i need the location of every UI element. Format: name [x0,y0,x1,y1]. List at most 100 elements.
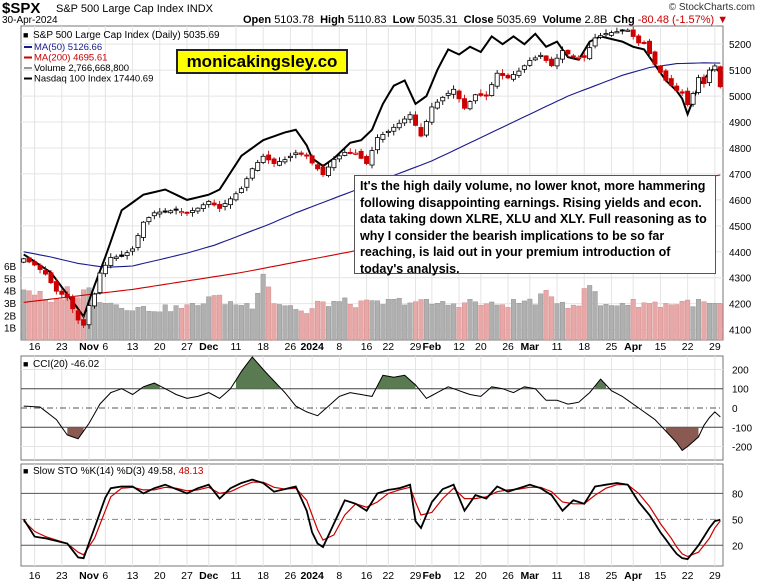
exchange-code: INDX [186,3,213,15]
stochastic-date-label: 29 [709,570,721,582]
price-legend-title: S&P 500 Large Cap Index (Daily) 5035.69 [33,30,220,41]
candle-body [603,33,609,36]
candle-body [26,257,32,263]
volume-bar [336,301,342,341]
price-axis-label: 4900 [729,118,752,129]
stochastic-date-label: Apr [624,570,642,582]
candle-body [598,35,604,38]
volume-bar [456,307,462,341]
price-date-label: 20 [154,341,166,353]
stochastic-date-label: 26 [502,570,514,582]
stochastic-date-label: 16 [361,570,373,582]
change-down-arrow-icon: ▼ [717,14,729,26]
candle-body [527,60,533,66]
candle-body [581,55,587,58]
volume-bar [511,299,516,341]
price-date-label: 26 [502,341,514,353]
candle-body [298,152,304,155]
volume-bar [331,301,337,341]
stochastic-date-label: 23 [56,570,68,582]
stochastic-date-label: 29 [410,570,422,582]
candle-body [130,248,136,252]
volume-axis-label: 2B [4,311,17,322]
candle-body [32,261,38,266]
volume-bar [663,303,669,341]
volume-bar [527,298,533,341]
candle-body [407,114,413,120]
candle-body [418,127,424,137]
cci-axis-label: -100 [732,423,752,434]
candle-body [81,319,87,326]
volume-bar [603,304,609,341]
candle-body [489,84,495,96]
cci-panel: 200 100 0 -100 -200 ■ CCI(20) -46.02 [20,355,752,461]
low-label: Low [392,14,415,26]
ticker-symbol[interactable]: $SPX [2,0,41,17]
price-date-label: 29 [709,341,721,353]
candle-body [189,210,195,213]
stochastic-date-label: 20 [154,570,166,582]
volume-bar [130,310,136,341]
candle-body [472,94,478,102]
candle-body [353,152,359,155]
volume-bar [59,299,65,341]
stochastic-date-label: 11 [552,570,563,582]
candle-body [701,76,707,85]
candle-body [663,70,669,81]
candle-body [320,166,326,176]
price-date-label: 23 [56,341,68,353]
stochastic-date-label: 15 [655,570,667,582]
volume-bar [309,308,315,341]
volume-bar [696,299,701,341]
stochastic-date-label: 13 [127,570,139,582]
candle-body [211,202,217,206]
stochastic-date-label: 18 [257,570,269,582]
candle-body [369,150,375,166]
candle-body [516,70,522,76]
volume-bar [146,310,152,341]
volume-bar [282,305,288,341]
candle-body [630,29,636,37]
stockcharts-watermark: © StockCharts.com [668,2,755,13]
stochastic-d-value: 48.13 [178,466,203,477]
chart-date: 30-Apr-2024 [2,15,58,26]
cci-overbought-fill [595,379,606,389]
candle-body [538,54,544,57]
change-label: Chg [613,14,635,26]
volume-bar [277,304,282,341]
candle-body [135,235,141,248]
price-axis-label: 5200 [729,40,752,51]
volume-bar [472,301,478,341]
stochastic-d-line [23,481,721,558]
candle-body [358,150,364,159]
high-label: High [320,14,345,26]
volume-bar [641,302,647,341]
volume-bar [200,303,206,341]
volume-bar [119,308,125,341]
candle-body [440,96,446,102]
price-axis-label: 4700 [729,170,752,181]
price-axis-label: 4600 [729,196,752,207]
volume-label: Volume [542,14,582,26]
cci-line [23,356,721,452]
candle-body [456,90,462,100]
price-date-label: 27 [181,341,193,353]
price-date-label: 11 [231,341,242,353]
price-date-label: Nov [79,341,99,353]
volume-bar [701,301,707,341]
cci-legend-title: CCI(20) -46.02 [33,359,100,370]
volume-bar [467,299,473,341]
analysis-annotation-box: It's the high daily volume, no lower kno… [354,175,716,276]
candle-body [217,203,223,209]
change-value: -80.48 (-1.57%) [637,14,715,26]
legend-entry: MA(200) 4695.61 [34,53,107,64]
volume-bar [500,304,506,341]
volume-bar [576,305,582,341]
cci-axis-label: 0 [732,404,738,415]
volume-bar [102,303,108,341]
candle-body [570,55,576,58]
volume-bar [396,297,402,341]
candle-body [162,210,168,213]
volume-bar [483,303,489,341]
